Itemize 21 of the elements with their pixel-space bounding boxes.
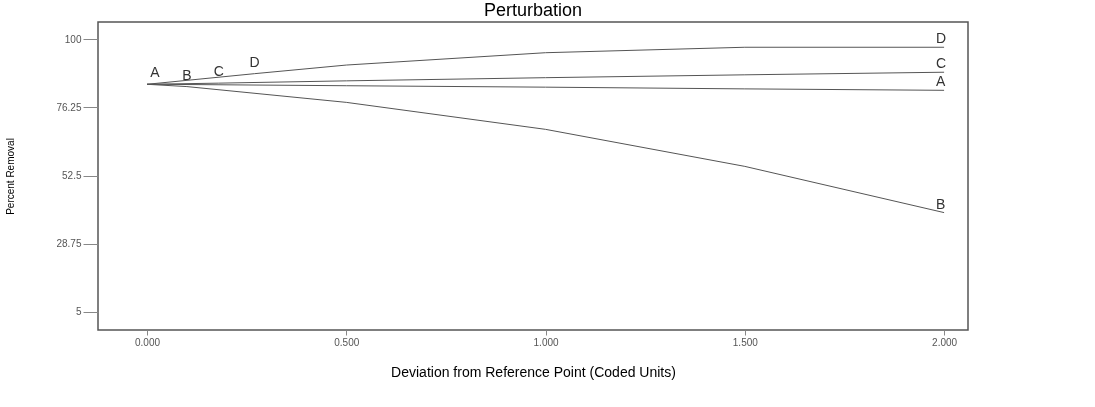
- y-tick-label: 5: [75, 306, 82, 318]
- series-label: B: [936, 195, 946, 212]
- y-tick-label: 100: [64, 33, 82, 45]
- text: C: [213, 63, 224, 80]
- text: A: [150, 64, 160, 81]
- series-label: D: [936, 30, 947, 47]
- text: B: [182, 66, 192, 83]
- y-tick-label: 76.25: [56, 101, 82, 113]
- text: D: [249, 53, 260, 70]
- x-axis-title: Deviation from Reference Point (Coded Units): [391, 363, 676, 380]
- y-tick-label: 28.75: [56, 238, 82, 250]
- series-label: C: [936, 55, 947, 72]
- chart-title: Perturbation: [483, 0, 583, 20]
- x-tick-label: 1.000: [533, 336, 559, 348]
- y-axis-title: Percent Removal: [5, 138, 17, 215]
- x-tick-label: 2.000: [932, 336, 958, 348]
- y-tick-label: 52.5: [62, 170, 82, 182]
- x-tick-label: 1.500: [732, 336, 759, 348]
- series-label: A: [936, 73, 947, 90]
- x-tick-label: 0.500: [334, 336, 360, 348]
- x-tick-label: 0.000: [135, 336, 161, 348]
